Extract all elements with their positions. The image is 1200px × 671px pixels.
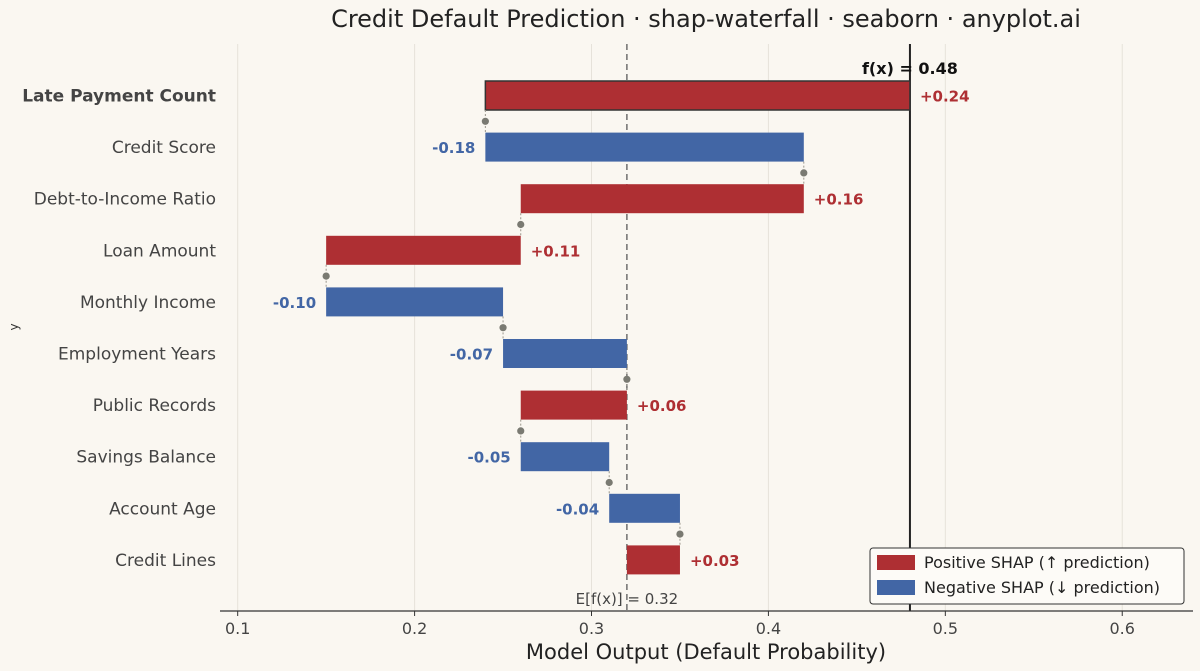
connector-dot bbox=[800, 169, 808, 177]
connector-dot bbox=[517, 427, 525, 435]
reference-lines: E[f(x)] = 0.32 f(x) = 0.48 bbox=[576, 44, 958, 611]
feature-label: Employment Years bbox=[58, 345, 216, 365]
feature-label: Credit Score bbox=[112, 138, 216, 158]
feature-label: Account Age bbox=[109, 499, 216, 519]
x-axis: 0.1 0.2 0.3 0.4 0.5 0.6 bbox=[220, 610, 1193, 638]
y-axis-title: y bbox=[7, 323, 21, 330]
bar-value-label: +0.03 bbox=[690, 552, 740, 570]
chart-title: Credit Default Prediction · shap-waterfa… bbox=[331, 5, 1081, 33]
connector-dot bbox=[481, 117, 489, 125]
legend-label: Positive SHAP (↑ prediction) bbox=[924, 553, 1150, 572]
x-tick-label: 0.6 bbox=[1110, 619, 1135, 638]
feature-labels: Late Payment Count Credit Score Debt-to-In… bbox=[22, 87, 216, 571]
feature-label: Debt-to-Income Ratio bbox=[34, 190, 216, 210]
waterfall-bar bbox=[626, 545, 680, 575]
x-tick-label: 0.5 bbox=[933, 619, 958, 638]
connector-dot bbox=[322, 272, 330, 280]
bar-value-label: -0.04 bbox=[556, 500, 599, 518]
feature-label: Late Payment Count bbox=[22, 87, 216, 107]
bar-value-label: +0.24 bbox=[920, 88, 970, 106]
waterfall-bar bbox=[503, 339, 627, 368]
x-tick-label: 0.3 bbox=[579, 619, 604, 638]
feature-label: Loan Amount bbox=[103, 241, 216, 261]
connector-dot bbox=[517, 220, 525, 229]
bar-value-label: -0.07 bbox=[450, 346, 493, 364]
feature-label: Monthly Income bbox=[80, 293, 216, 313]
bar-value-label: +0.11 bbox=[531, 242, 581, 260]
bar-value-label: +0.06 bbox=[637, 397, 687, 415]
x-axis-title: Model Output (Default Probability) bbox=[526, 640, 886, 664]
waterfall-bar bbox=[485, 132, 804, 162]
connector-dot bbox=[605, 478, 613, 487]
bar-value-label: -0.05 bbox=[467, 449, 510, 467]
legend: Positive SHAP (↑ prediction) Negative SHA… bbox=[869, 547, 1185, 605]
connector-dot bbox=[623, 375, 631, 383]
base-value-label: E[f(x)] = 0.32 bbox=[576, 590, 679, 608]
feature-label: Public Records bbox=[93, 396, 216, 416]
feature-label: Savings Balance bbox=[76, 448, 216, 468]
x-gridlines bbox=[237, 44, 1123, 611]
feature-label: Credit Lines bbox=[115, 551, 216, 571]
x-tick-label: 0.2 bbox=[402, 619, 427, 638]
waterfall-bar bbox=[609, 493, 680, 523]
waterfall-bars: +0.24 -0.18 +0.16 +0.11 -0.10 -0.07 +0.06 -0.05… bbox=[273, 80, 970, 575]
waterfall-bar bbox=[326, 235, 521, 265]
connector-dot bbox=[499, 324, 507, 332]
waterfall-bar bbox=[326, 287, 504, 317]
final-value-label: f(x) = 0.48 bbox=[862, 59, 958, 78]
x-tick-label: 0.4 bbox=[756, 619, 781, 638]
bar-value-label: -0.10 bbox=[273, 294, 316, 312]
waterfall-bar bbox=[520, 390, 627, 420]
x-tick-label: 0.1 bbox=[225, 619, 250, 638]
waterfall-bar bbox=[520, 442, 610, 472]
waterfall-bar bbox=[484, 80, 911, 111]
bar-value-label: +0.16 bbox=[814, 191, 864, 209]
bar-value-label: -0.18 bbox=[432, 139, 475, 157]
legend-label: Negative SHAP (↓ prediction) bbox=[924, 578, 1160, 597]
waterfall-bar bbox=[520, 184, 804, 214]
legend-swatch bbox=[877, 555, 915, 570]
legend-swatch bbox=[877, 580, 915, 595]
legend-box bbox=[869, 547, 1185, 605]
connector-dot bbox=[676, 530, 684, 538]
